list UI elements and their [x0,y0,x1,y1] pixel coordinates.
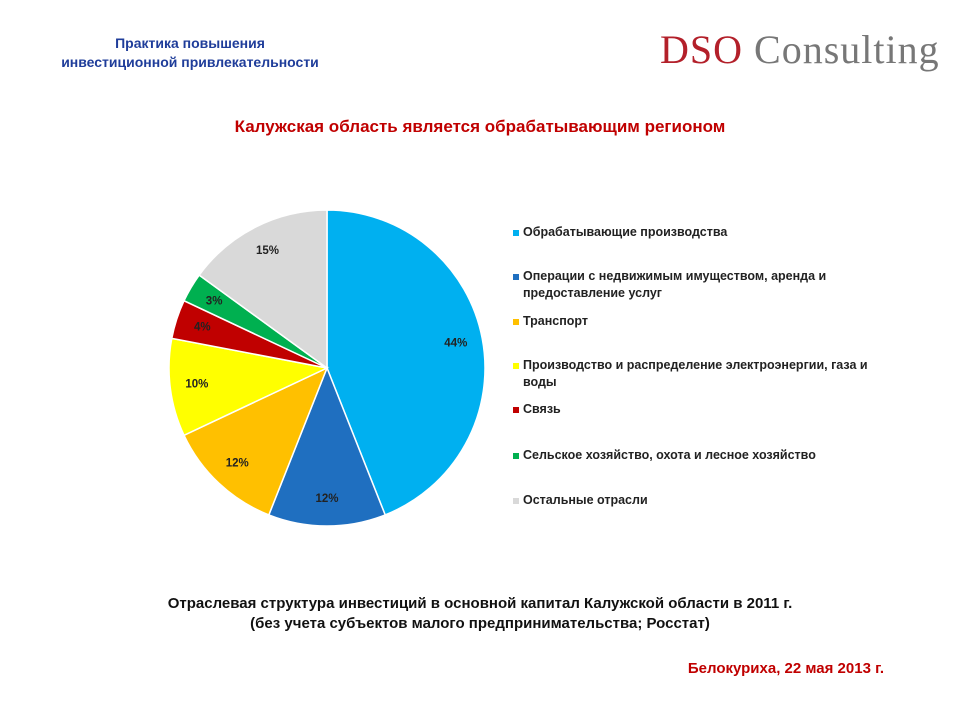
pie-slice [183,366,329,516]
legend-label: Транспорт [523,314,589,328]
legend-swatch [513,407,519,413]
caption: Отраслевая структура инвестиций в основн… [0,594,960,634]
legend-swatch [513,319,519,325]
legend-swatch [513,363,519,369]
legend-item: Связь [513,401,868,418]
data-label: 10% [185,378,208,390]
legend-swatch [513,498,519,504]
logo: DSO Consulting [660,26,940,73]
legend-label: Остальные отрасли [523,493,648,507]
data-label: 3% [206,295,223,307]
legend-item: Транспорт [513,313,868,330]
data-label: 12% [315,493,338,505]
chart-title: Калужская область является обрабатывающи… [234,117,726,136]
legend-label: Сельское хозяйство, охота и лесное хозяй… [523,448,816,462]
data-label: 15% [256,245,279,257]
legend-item: Остальные отрасли [513,492,868,509]
legend-label: Производство и распределение электроэнер… [523,358,868,389]
caption-line: Отраслевая структура инвестиций в основн… [167,595,793,612]
legend-label: Операции с недвижимым имуществом, аренда… [523,269,827,300]
legend-item: Обрабатывающие производства [513,224,868,241]
data-label: 4% [194,322,211,334]
legend-item: Сельское хозяйство, охота и лесное хозяй… [513,447,868,464]
legend-label: Обрабатывающие производства [523,225,728,239]
slide-subtitle: Практика повышения инвестиционной привле… [20,34,360,72]
pie-slice [168,337,330,437]
data-label: 44% [444,337,467,349]
legend-item: Производство и распределение электроэнер… [513,357,868,391]
pie-slice [267,365,387,527]
legend-item: Операции с недвижимым имуществом, аренда… [513,268,868,302]
subtitle-line: Практика повышения [115,35,265,51]
caption-line: (без учета субъектов малого предпринимат… [250,615,710,632]
data-label: 12% [226,458,249,470]
logo-part: DSO [660,27,744,72]
subtitle-line: инвестиционной привлекательности [61,54,319,70]
logo-part: Consulting [754,27,940,72]
legend-swatch [513,274,519,280]
legend-swatch [513,453,519,459]
pie-slice [198,209,328,370]
footer: Белокуриха, 22 мая 2013 г. [687,660,884,677]
legend-swatch [513,230,519,236]
legend-label: Связь [523,402,561,416]
pie-slice [326,209,486,516]
